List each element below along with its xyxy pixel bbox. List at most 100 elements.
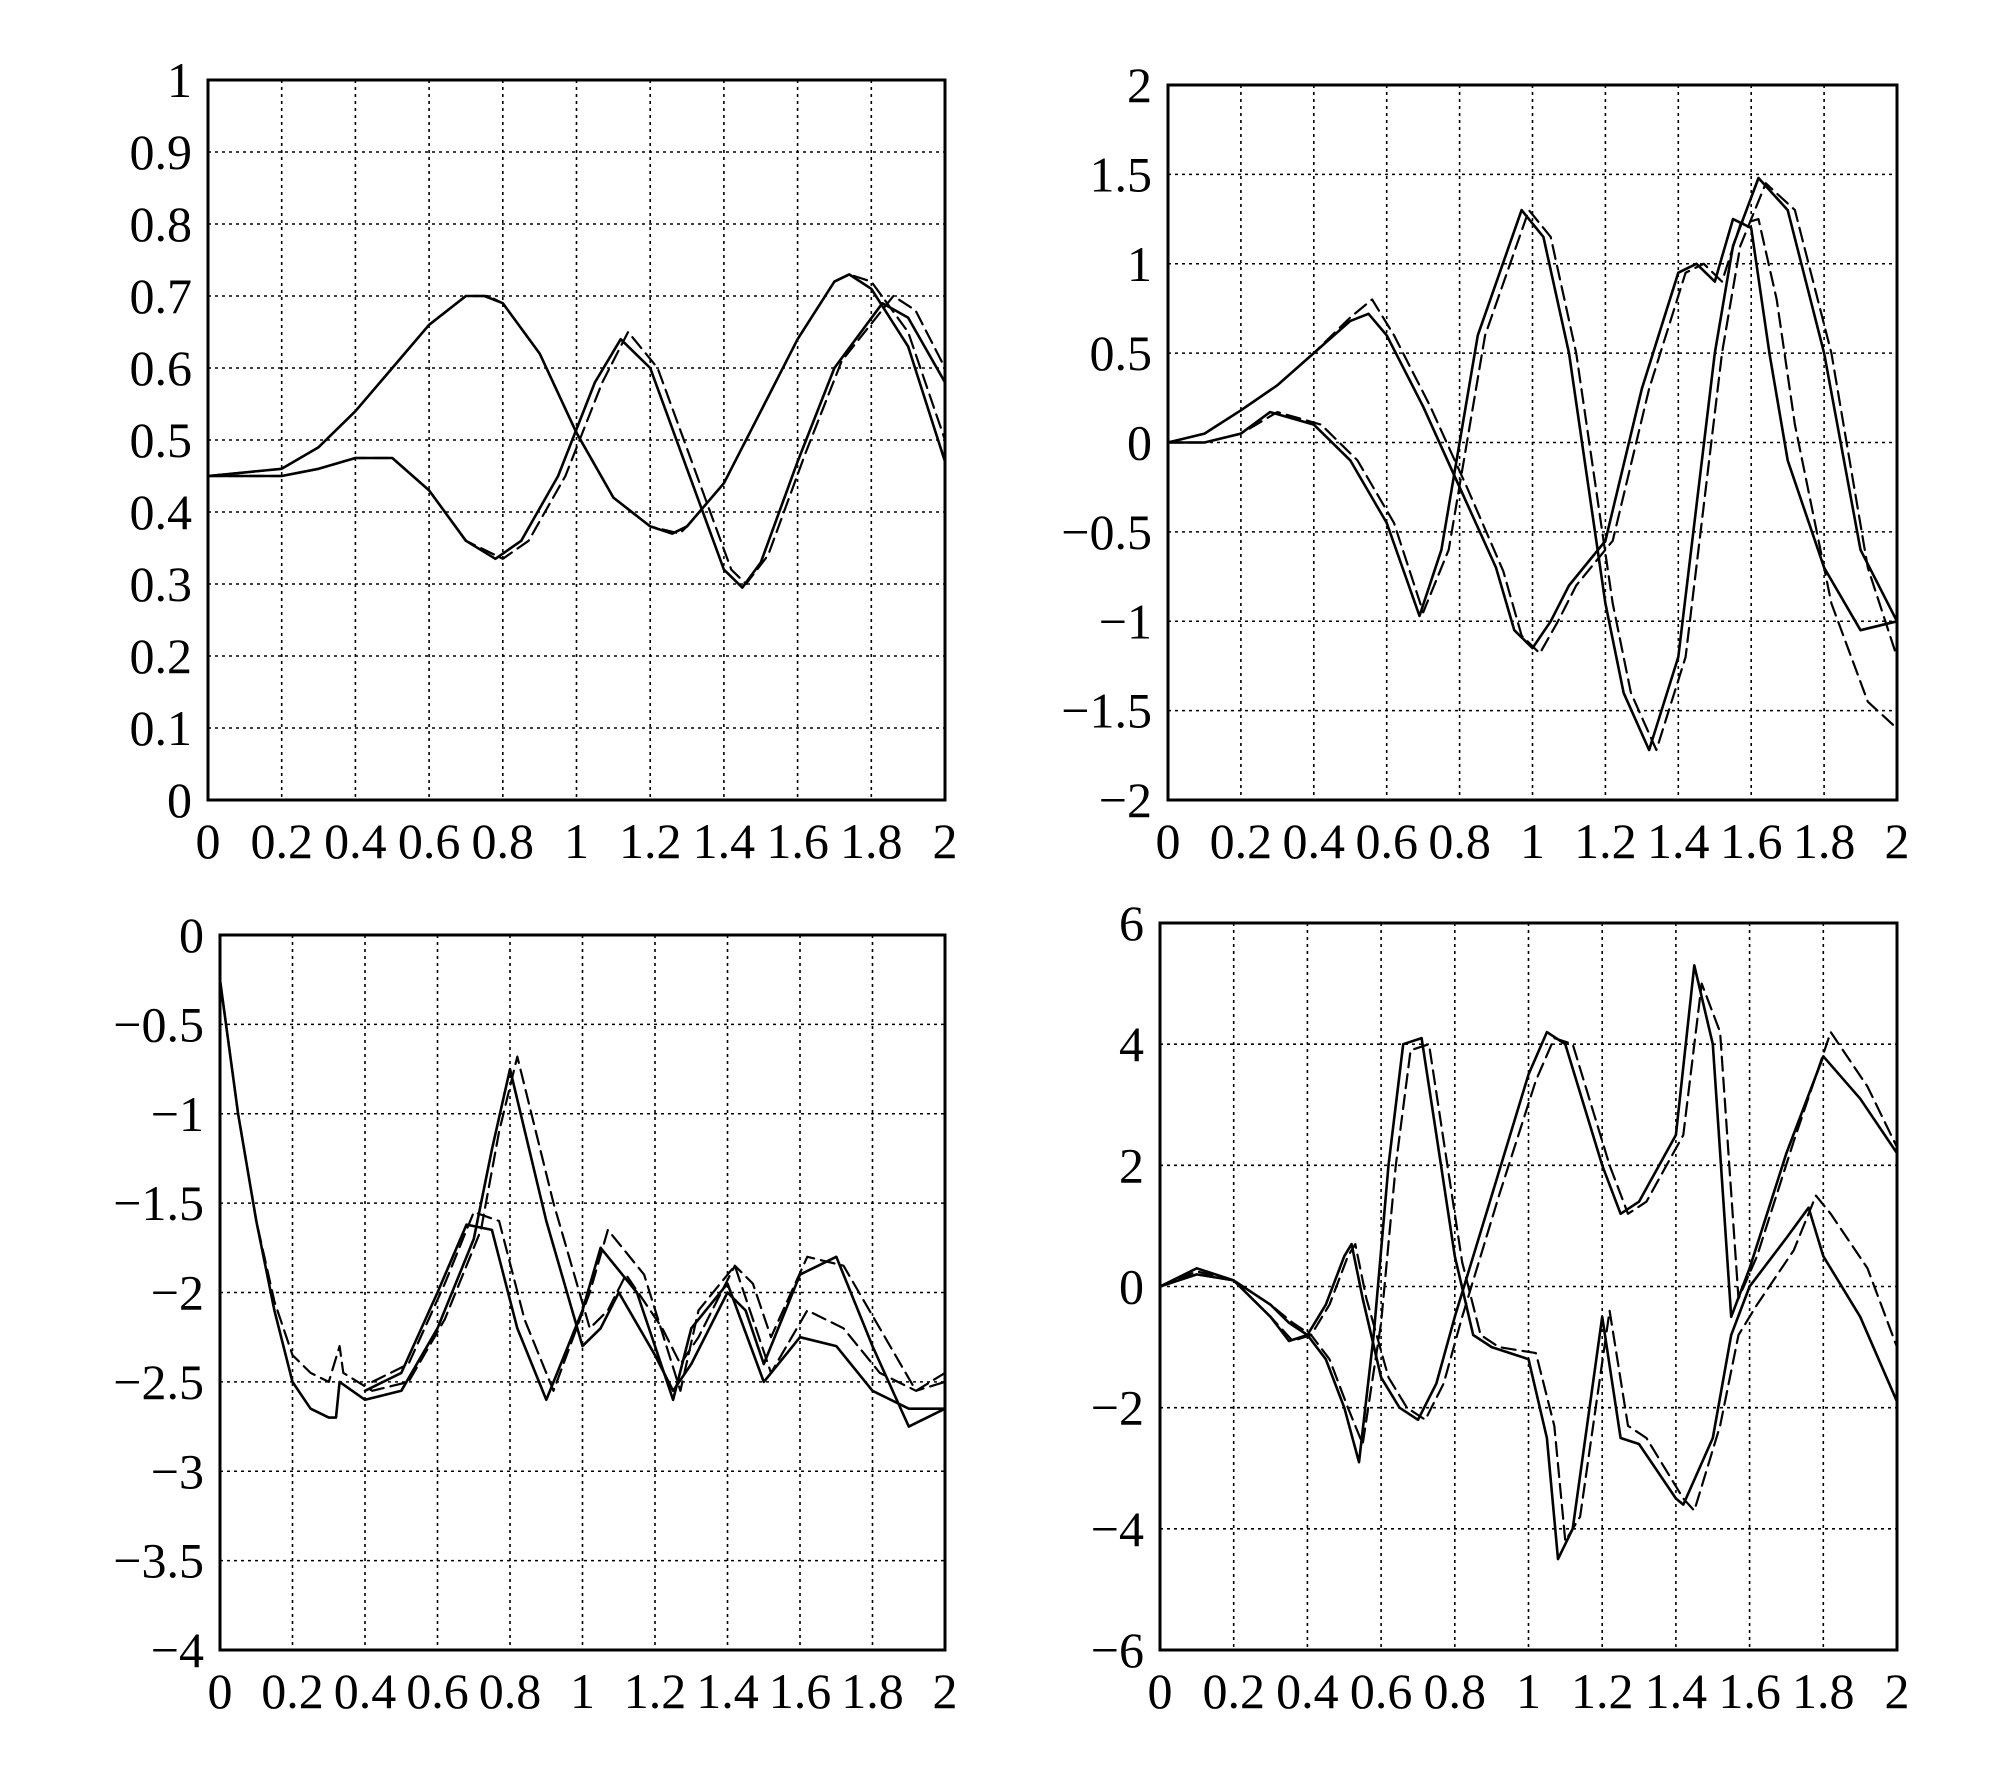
y-tick-label: 1: [1127, 236, 1152, 292]
y-tick-label: −3: [151, 1443, 204, 1499]
y-tick-label: −1: [1099, 593, 1152, 649]
y-tick-label: −2.5: [113, 1354, 204, 1410]
x-tick-label: 1.6: [769, 1663, 832, 1719]
y-tick-label: −0.5: [1061, 504, 1152, 560]
x-tick-label: 1.2: [624, 1663, 687, 1719]
y-tick-label: 0.6: [130, 340, 193, 396]
y-tick-label: −4: [1091, 1501, 1144, 1557]
x-tick-label: 1.6: [1718, 1663, 1781, 1719]
x-tick-label: 1.2: [1574, 813, 1637, 869]
x-tick-label: 0.2: [261, 1663, 324, 1719]
x-tick-label: 0.4: [1276, 1663, 1339, 1719]
x-tick-label: 0.8: [1424, 1663, 1487, 1719]
x-tick-label: 2: [1885, 813, 1910, 869]
series-line-2: [1166, 218, 1899, 730]
x-tick-label: 0.4: [324, 813, 387, 869]
x-tick-label: 0: [196, 813, 221, 869]
x-tick-label: 1.8: [840, 813, 903, 869]
y-tick-label: 0.7: [130, 268, 193, 324]
y-tick-label: −3.5: [113, 1533, 204, 1589]
x-tick-label: 2: [1885, 1663, 1910, 1719]
x-tick-label: 1.4: [1647, 813, 1710, 869]
y-tick-label: −2: [1099, 772, 1152, 828]
x-tick-label: 1.6: [766, 813, 829, 869]
x-tick-label: 0.4: [334, 1663, 397, 1719]
x-tick-label: 0.6: [1350, 1663, 1413, 1719]
x-tick-label: 1.8: [1793, 813, 1856, 869]
plot-frame: [218, 933, 947, 1652]
y-tick-label: 0.4: [130, 484, 193, 540]
y-tick-label: 0.3: [130, 556, 193, 612]
x-tick-label: 0.8: [479, 1663, 542, 1719]
y-tick-label: 2: [1127, 57, 1152, 113]
y-tick-label: −1.5: [113, 1175, 204, 1231]
panel-top-right: 0 0.2 0.4 0.6 0.8 1 1.2 1.4 1.6 1.8 2 −2 −1.5 −1 −0.5 0…: [1061, 57, 1909, 869]
series-line-4: [371, 1211, 947, 1392]
plot-frame: [206, 78, 947, 802]
x-tick-label: 0.2: [1210, 813, 1273, 869]
x-tick-label: 1: [570, 1663, 595, 1719]
series-line-2: [206, 273, 947, 535]
series-line-3: [1158, 1036, 1899, 1561]
x-tick-label: 1.4: [1645, 1663, 1708, 1719]
y-tick-label: 0.5: [1090, 325, 1153, 381]
series-line-1: [218, 978, 947, 1428]
x-tick-label: 1.2: [619, 813, 682, 869]
y-tick-label: 1: [167, 52, 192, 108]
y-tick-label: 4: [1119, 1016, 1144, 1072]
x-tick-label: 2: [933, 813, 958, 869]
x-tick-label: 1: [564, 813, 589, 869]
y-tick-label: 0.2: [130, 628, 193, 684]
x-tick-label: 0.4: [1283, 813, 1346, 869]
y-tick-label: 1.5: [1090, 146, 1153, 202]
x-tick-label: 0.6: [1355, 813, 1418, 869]
series-line-4: [206, 294, 947, 586]
panel-top-left: 0 0.2 0.4 0.6 0.8 1 1.2 1.4 1.6 1.8 200.10.20.30.4…: [130, 52, 958, 869]
y-tick-label: 6: [1119, 895, 1144, 951]
y-tick-label: 0: [1127, 415, 1152, 471]
x-tick-label: 0.8: [472, 813, 535, 869]
x-tick-label: 0.2: [1202, 1663, 1265, 1719]
y-tick-label: −4: [151, 1622, 204, 1678]
y-tick-label: −6: [1091, 1622, 1144, 1678]
y-tick-label: 0.9: [130, 124, 193, 180]
series-line-3: [1166, 176, 1899, 752]
series-line-4: [1166, 182, 1899, 752]
y-tick-label: 0: [167, 772, 192, 828]
x-tick-label: 1.4: [693, 813, 756, 869]
x-tick-label: 0: [208, 1663, 233, 1719]
y-tick-label: −0.5: [113, 996, 204, 1052]
x-tick-label: 2: [933, 1663, 958, 1719]
x-tick-label: 1: [1520, 813, 1545, 869]
x-tick-label: 1.6: [1720, 813, 1783, 869]
panel-bottom-left: 0 0.2 0.4 0.6 0.8 1 1.2 1.4 1.6 1.8 2 −4 −3.5 −3 −2.5 −…: [113, 907, 957, 1719]
x-tick-label: 1.4: [696, 1663, 759, 1719]
y-tick-label: 0.8: [130, 196, 193, 252]
y-tick-label: 0: [179, 907, 204, 963]
x-tick-label: 0.6: [398, 813, 461, 869]
y-tick-label: −2: [1091, 1380, 1144, 1436]
plot-frame: [1166, 83, 1899, 802]
y-tick-label: −1: [151, 1086, 204, 1142]
x-tick-label: 1.8: [841, 1663, 904, 1719]
x-tick-label: 0.6: [406, 1663, 469, 1719]
x-tick-label: 1: [1516, 1663, 1541, 1719]
x-tick-label: 1.8: [1792, 1663, 1855, 1719]
y-tick-label: 0.1: [130, 700, 193, 756]
series-line-3: [363, 1223, 947, 1410]
x-tick-label: 0: [1148, 1663, 1173, 1719]
x-tick-label: 1.2: [1571, 1663, 1634, 1719]
series-line-4: [1158, 1043, 1899, 1543]
plot-frame: [1158, 921, 1899, 1652]
y-tick-label: 0.5: [130, 412, 193, 468]
x-tick-label: 0: [1156, 813, 1181, 869]
y-tick-label: −1.5: [1061, 683, 1152, 739]
x-tick-label: 0.8: [1428, 813, 1491, 869]
y-tick-label: 2: [1119, 1137, 1144, 1193]
y-tick-label: 0: [1119, 1259, 1144, 1315]
y-tick-label: −2: [151, 1265, 204, 1321]
panel-bottom-right: 0 0.2 0.4 0.6 0.8 1 1.2 1.4 1.6 1.8 2 −6 −4 −2 0 2 4 6: [1091, 895, 1910, 1719]
x-tick-label: 0.2: [250, 813, 313, 869]
series-line-2: [218, 978, 947, 1392]
